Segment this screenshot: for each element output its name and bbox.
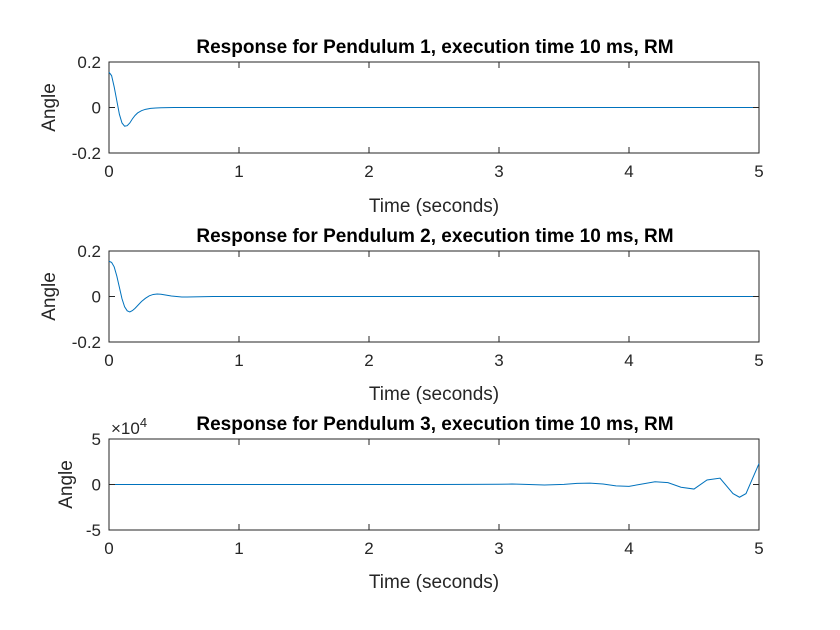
y-tick-label: -5 <box>86 521 101 540</box>
y-axis-label: Angle <box>39 83 60 132</box>
x-tick-label: 5 <box>754 162 763 181</box>
subplot-title: Response for Pendulum 2, execution time … <box>196 226 673 247</box>
y-tick-label: 0.2 <box>77 242 101 261</box>
series-line <box>108 260 759 313</box>
x-tick-label: 2 <box>364 539 373 558</box>
x-axis-label: Time (seconds) <box>369 384 499 405</box>
y-tick-label: 5 <box>92 430 101 449</box>
x-tick-label: 5 <box>754 351 763 370</box>
x-tick-label: 5 <box>754 539 763 558</box>
x-tick-label: 3 <box>494 162 503 181</box>
y-tick-label: -0.2 <box>72 144 101 163</box>
marks: 0 1 2 3 4 50.20-0.2 <box>72 53 764 181</box>
subplot-pendulum-3: Response for Pendulum 3, execution time … <box>56 414 764 593</box>
x-tick-label: 0 <box>104 351 113 370</box>
x-tick-label: 1 <box>234 351 243 370</box>
x-tick-label: 0 <box>104 162 113 181</box>
y-axis-exponent: ×104 <box>111 415 147 438</box>
y-axis-label: Angle <box>56 460 77 509</box>
x-tick-label: 4 <box>624 539 633 558</box>
x-tick-label: 1 <box>234 162 243 181</box>
x-tick-label: 3 <box>494 539 503 558</box>
x-tick-label: 2 <box>364 162 373 181</box>
x-axis-label: Time (seconds) <box>369 196 499 217</box>
series-line <box>108 71 759 127</box>
y-tick-label: 0 <box>92 288 101 307</box>
subplot-title: Response for Pendulum 3, execution time … <box>196 414 673 435</box>
x-tick-label: 0 <box>104 539 113 558</box>
y-tick-label: 0 <box>92 476 101 495</box>
marks: 0 1 2 3 4 550-5 <box>86 430 764 558</box>
y-tick-label: -0.2 <box>72 333 101 352</box>
y-tick-label: 0 <box>92 99 101 118</box>
x-tick-label: 2 <box>364 351 373 370</box>
y-axis-label: Angle <box>39 272 60 321</box>
subplot-title: Response for Pendulum 1, execution time … <box>196 37 673 58</box>
marks: 0 1 2 3 4 50.20-0.2 <box>72 242 764 370</box>
x-tick-label: 3 <box>494 351 503 370</box>
subplot-pendulum-1: Response for Pendulum 1, execution time … <box>39 37 764 217</box>
x-axis-label: Time (seconds) <box>369 572 499 593</box>
x-tick-label: 1 <box>234 539 243 558</box>
x-tick-label: 4 <box>624 162 633 181</box>
x-tick-label: 4 <box>624 351 633 370</box>
series-line <box>109 463 760 498</box>
subplot-pendulum-2: Response for Pendulum 2, execution time … <box>39 226 764 405</box>
y-tick-label: 0.2 <box>77 53 101 72</box>
